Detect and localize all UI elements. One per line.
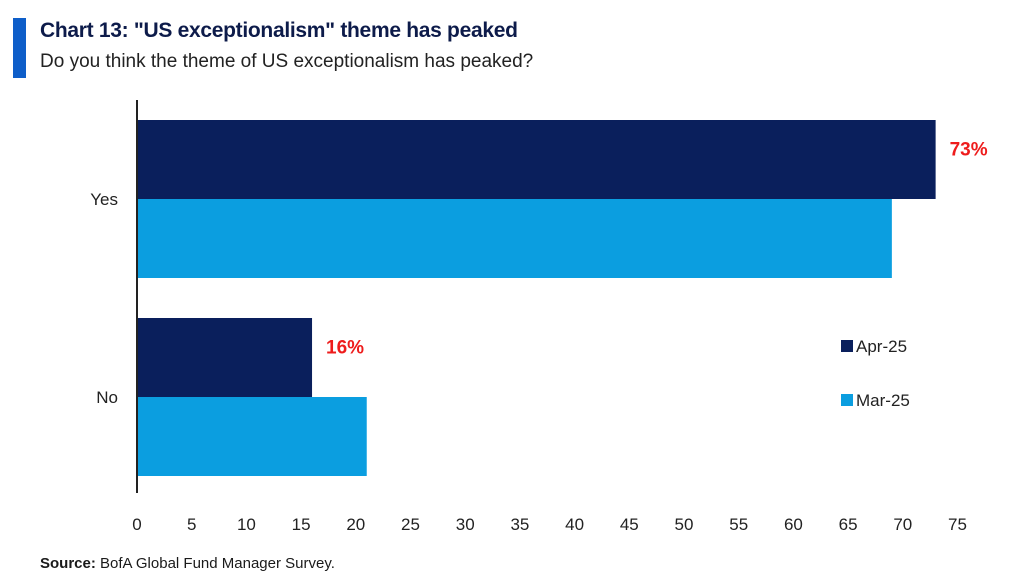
x-tick-label-60: 60 [784,515,803,534]
x-tick-label-70: 70 [893,515,912,534]
x-tick-label-45: 45 [620,515,639,534]
legend-label-apr-25: Apr-25 [856,337,907,356]
bar-mar-25-yes [137,199,892,278]
source-text: BofA Global Fund Manager Survey. [95,555,335,572]
legend-swatch-apr-25 [841,340,853,352]
chart-subtitle: Do you think the theme of US exceptional… [40,51,534,72]
bar-apr-25-yes [137,120,936,199]
x-tick-label-0: 0 [132,515,141,534]
data-label-apr-25-no: 16% [326,338,364,359]
bar-apr-25-no [137,318,313,397]
source-label: Source: [40,555,96,572]
x-tick-label-55: 55 [729,515,748,534]
data-label-apr-25-yes: 73% [950,140,988,161]
x-tick-label-75: 75 [948,515,967,534]
legend-swatch-mar-25 [841,394,853,406]
x-tick-label-15: 15 [292,515,311,534]
bar-mar-25-no [137,397,367,476]
x-tick-label-65: 65 [839,515,858,534]
x-tick-label-35: 35 [510,515,529,534]
chart-title: Chart 13: "US exceptionalism" theme has … [40,19,518,42]
source-note: Source: BofA Global Fund Manager Survey. [40,555,335,572]
category-label-no: No [96,388,118,407]
legend-label-mar-25: Mar-25 [856,391,910,410]
category-label-yes: Yes [90,190,118,209]
x-tick-label-5: 5 [187,515,196,534]
x-tick-label-25: 25 [401,515,420,534]
title-accent-bar [13,18,26,78]
x-tick-label-30: 30 [456,515,475,534]
x-tick-label-20: 20 [346,515,365,534]
x-tick-label-50: 50 [675,515,694,534]
x-tick-label-40: 40 [565,515,584,534]
x-tick-label-10: 10 [237,515,256,534]
